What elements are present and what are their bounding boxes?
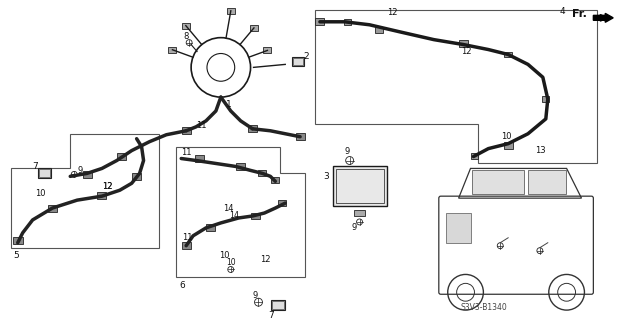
- Bar: [333, 166, 388, 206]
- Bar: [227, 8, 234, 14]
- Bar: [295, 133, 305, 140]
- Bar: [271, 177, 279, 183]
- Text: 11: 11: [182, 233, 193, 242]
- Text: 14: 14: [223, 204, 233, 212]
- Text: 12: 12: [261, 255, 271, 264]
- Text: 9: 9: [351, 223, 357, 232]
- Bar: [251, 212, 260, 220]
- Text: 10: 10: [35, 189, 46, 198]
- Text: 3: 3: [323, 172, 328, 181]
- Bar: [344, 19, 351, 25]
- Text: 10: 10: [501, 132, 512, 141]
- Text: 4: 4: [560, 7, 565, 16]
- Bar: [278, 200, 286, 206]
- Bar: [48, 204, 57, 212]
- Text: 12: 12: [461, 47, 471, 56]
- Bar: [473, 171, 524, 194]
- Text: S3V3-B1340: S3V3-B1340: [461, 303, 508, 312]
- Text: 12: 12: [388, 8, 398, 17]
- FancyArrow shape: [593, 13, 613, 22]
- Text: 10: 10: [219, 251, 230, 260]
- Bar: [271, 300, 285, 310]
- Text: 1: 1: [226, 100, 231, 108]
- Bar: [504, 142, 513, 149]
- Text: 7: 7: [269, 310, 274, 320]
- Bar: [353, 210, 366, 216]
- Text: 2: 2: [303, 52, 309, 61]
- Bar: [248, 125, 257, 132]
- Bar: [182, 242, 190, 249]
- Text: 12: 12: [102, 182, 113, 191]
- Bar: [293, 58, 303, 65]
- Text: 13: 13: [535, 146, 545, 155]
- Bar: [528, 171, 565, 194]
- Bar: [272, 301, 284, 309]
- Bar: [542, 96, 549, 102]
- FancyBboxPatch shape: [439, 196, 593, 294]
- Text: Fr.: Fr.: [572, 9, 587, 19]
- Text: 7: 7: [32, 162, 39, 171]
- Text: 14: 14: [229, 212, 239, 220]
- Bar: [459, 40, 468, 47]
- Bar: [470, 153, 478, 158]
- Bar: [98, 192, 106, 199]
- Bar: [118, 153, 126, 160]
- Bar: [446, 213, 470, 243]
- Text: 9: 9: [253, 291, 258, 300]
- Bar: [315, 18, 325, 25]
- Text: 11: 11: [196, 121, 207, 130]
- Bar: [336, 169, 384, 203]
- Bar: [376, 27, 383, 33]
- Bar: [504, 52, 512, 58]
- Bar: [292, 57, 304, 66]
- Bar: [207, 224, 215, 231]
- Bar: [250, 25, 258, 31]
- Bar: [182, 23, 190, 28]
- Text: 9: 9: [345, 147, 350, 156]
- Bar: [39, 169, 50, 177]
- Bar: [195, 155, 203, 162]
- Bar: [169, 47, 177, 53]
- Bar: [37, 168, 52, 178]
- Text: 9: 9: [77, 166, 83, 175]
- Bar: [259, 171, 266, 176]
- Bar: [182, 127, 190, 134]
- Bar: [264, 47, 271, 53]
- Bar: [13, 237, 22, 244]
- Bar: [132, 173, 141, 180]
- Text: 11: 11: [181, 148, 192, 157]
- Text: 8: 8: [183, 32, 188, 41]
- Text: 12: 12: [102, 182, 113, 191]
- Text: 10: 10: [226, 258, 235, 267]
- Bar: [236, 163, 245, 170]
- Bar: [83, 171, 91, 178]
- Text: 6: 6: [179, 281, 185, 290]
- Text: 5: 5: [13, 251, 19, 260]
